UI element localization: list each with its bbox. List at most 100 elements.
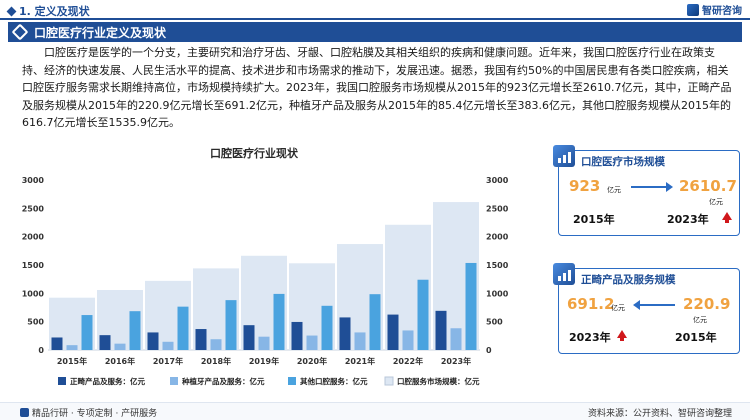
legend-label: 正畸产品及服务：亿元 (70, 376, 145, 386)
bar-implant (210, 339, 222, 350)
ortho-left-year: 2023年 (569, 331, 611, 344)
market-to-unit: 亿元 (709, 198, 723, 206)
y-tick-right: 2500 (486, 204, 509, 213)
brand-name: 智研咨询 (702, 6, 742, 17)
bar-other (129, 311, 141, 350)
bar-implant (66, 345, 78, 350)
y-tick-left: 1000 (22, 289, 45, 298)
footer-logo-icon (20, 408, 29, 417)
up-arrow-icon (617, 330, 627, 341)
footer-tagline-text: 精品行研 · 专项定制 · 产研服务 (32, 409, 158, 419)
bar-implant (402, 330, 414, 350)
top-bar: 1. 定义及现状 智研咨询 (0, 0, 750, 20)
ortho-left-value: 691.2 (567, 295, 615, 313)
y-tick-left: 1500 (22, 261, 45, 270)
x-tick-label: 2021年 (345, 356, 375, 366)
legend-swatch (288, 377, 296, 385)
legend-swatch (170, 377, 178, 385)
bar-implant (114, 343, 126, 350)
market-from-value: 923 (569, 177, 601, 195)
bar-other (225, 300, 237, 350)
bar-ortho (387, 314, 399, 350)
x-tick-label: 2015年 (57, 356, 87, 366)
market-to-year: 2023年 (667, 213, 709, 226)
legend-label: 其他口腔服务：亿元 (300, 376, 368, 386)
y-tick-right: 0 (486, 346, 492, 355)
footer: 精品行研 · 专项定制 · 产研服务 资料来源：公开资料、智研咨询整理 (0, 402, 750, 420)
legend-swatch (58, 377, 66, 385)
brand-logo-icon (687, 3, 699, 16)
y-tick-left: 2000 (22, 233, 45, 242)
up-arrow-icon (722, 212, 732, 223)
x-tick-label: 2023年 (441, 356, 471, 366)
bar-ortho (339, 317, 351, 350)
bar-chart-icon (553, 263, 575, 285)
ortho-right-unit: 亿元 (693, 316, 707, 324)
ortho-card-body: 691.2 亿元 220.9 亿元 2023年 2015年 (559, 289, 739, 351)
bar-ortho (291, 321, 303, 350)
bar-other (417, 279, 429, 350)
y-tick-left: 2500 (22, 204, 45, 213)
market-from-year: 2015年 (573, 213, 615, 226)
legend-swatch (384, 376, 394, 386)
brand: 智研咨询 (687, 2, 742, 17)
bar-other (81, 315, 93, 350)
bar-ortho (147, 332, 159, 350)
bar-implant (450, 328, 462, 350)
ortho-size-card: 正畸产品及服务规模 691.2 亿元 220.9 亿元 2023年 2015年 (553, 263, 740, 354)
y-tick-left: 500 (27, 318, 44, 327)
legend-label: 口腔服务市场规模：亿元 (397, 376, 480, 386)
y-tick-right: 1500 (486, 261, 509, 270)
title-banner: 口腔医疗行业定义及现状 (8, 22, 742, 42)
x-tick-label: 2017年 (153, 356, 183, 366)
x-tick-label: 2022年 (393, 356, 423, 366)
x-tick-label: 2019年 (249, 356, 279, 366)
arrow-right-icon (631, 182, 673, 192)
market-size-card: 口腔医疗市场规模 923 亿元 2610.7 亿元 2015年 2023年 (553, 145, 740, 236)
bar-other (369, 294, 381, 350)
market-card-title: 口腔医疗市场规模 (581, 155, 665, 168)
intro-paragraph: 口腔医疗是医学的一个分支，主要研究和治疗牙齿、牙龈、口腔粘膜及其相关组织的疾病和… (22, 46, 732, 129)
diamond-bullet-icon (6, 6, 17, 17)
bar-ortho (243, 325, 255, 350)
ortho-card-title: 正畸产品及服务规模 (581, 273, 676, 286)
x-tick-label: 2016年 (105, 356, 135, 366)
bar-ortho (435, 310, 447, 350)
x-tick-label: 2020年 (297, 356, 327, 366)
legend-label: 种植牙产品及服务：亿元 (181, 376, 265, 386)
bar-other (465, 262, 477, 350)
ortho-right-value: 220.9 (683, 295, 731, 313)
bar-ortho (51, 337, 63, 350)
market-card-body: 923 亿元 2610.7 亿元 2015年 2023年 (559, 171, 739, 233)
bar-other (273, 293, 285, 350)
x-tick-label: 2018年 (201, 356, 231, 366)
section-breadcrumb: 1. 定义及现状 (6, 3, 90, 19)
y-tick-right: 2000 (486, 233, 509, 242)
arrow-left-icon (633, 300, 675, 310)
bar-other (177, 306, 189, 350)
ortho-card-header: 正畸产品及服务规模 (553, 263, 739, 289)
y-tick-left: 0 (38, 346, 44, 355)
chart-title: 口腔医疗行业现状 (210, 147, 298, 160)
bar-ortho (195, 329, 207, 350)
footer-source: 资料来源：公开资料、智研咨询整理 (587, 409, 732, 419)
bar-implant (162, 341, 174, 350)
section-label: 1. 定义及现状 (19, 5, 90, 18)
market-to-value: 2610.7 (679, 177, 737, 195)
y-tick-right: 500 (486, 318, 503, 327)
y-tick-right: 3000 (486, 176, 509, 185)
title-diamond-icon (11, 23, 29, 41)
footer-tagline: 精品行研 · 专项定制 · 产研服务 (20, 406, 157, 419)
ortho-right-year: 2015年 (675, 331, 717, 344)
market-from-unit: 亿元 (607, 186, 621, 194)
bar-ortho (99, 335, 111, 350)
y-tick-left: 3000 (22, 176, 45, 185)
bar-implant (306, 335, 318, 350)
bar-chart: 0 0 500 500 1000 1000 1500 1500 2000 2000 2500 2500… (22, 176, 509, 386)
page-title: 口腔医疗行业定义及现状 (34, 25, 167, 40)
ortho-left-unit: 亿元 (611, 304, 625, 312)
market-card-header: 口腔医疗市场规模 (553, 145, 739, 171)
y-tick-right: 1000 (486, 289, 509, 298)
bar-other (321, 305, 333, 350)
bar-implant (258, 336, 270, 350)
